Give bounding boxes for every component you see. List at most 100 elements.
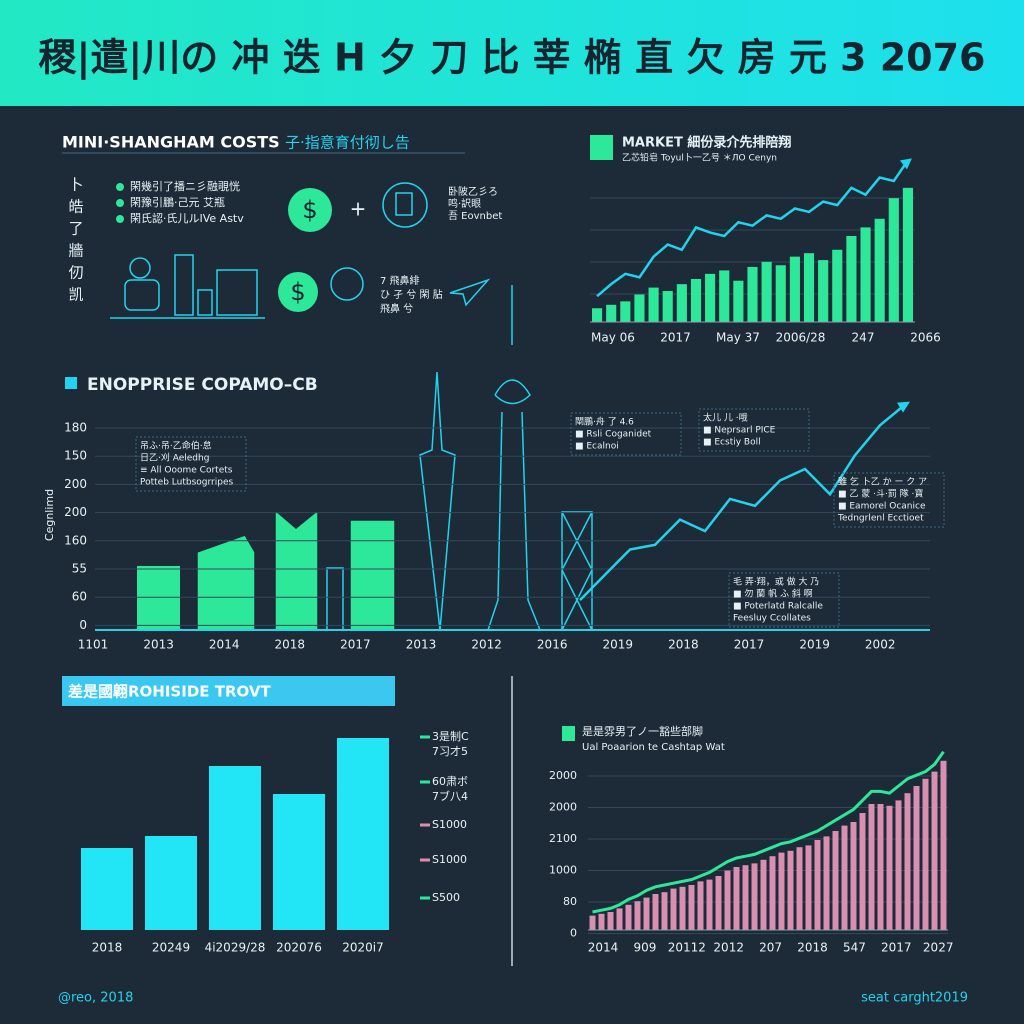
- y-tick-label: 1000: [549, 864, 577, 877]
- annotation-text: 吊ふ·吊·乙命伯·怠: [140, 440, 212, 452]
- bar: [676, 284, 687, 322]
- bar: [733, 867, 740, 930]
- y-tick-label: 55: [72, 562, 87, 576]
- annotation-text: ■ 勿 蘭 帆 ふ 斜 啊: [733, 588, 813, 600]
- legend-label: 7习才5: [432, 744, 468, 758]
- bullet-text: 閑幾引了播ニ彡融覗恍: [130, 179, 240, 193]
- trend-line: [579, 403, 906, 601]
- bar: [634, 294, 645, 322]
- bar: [922, 778, 929, 930]
- footer-text: @reo, 2018: [58, 991, 133, 1006]
- axis-label: Cegnlimd: [43, 489, 56, 541]
- note-text: 吾 Eovnbet: [448, 210, 502, 222]
- dollar-icon: [288, 188, 332, 232]
- bar: [715, 876, 722, 930]
- x-tick-label: 2012: [713, 941, 744, 955]
- legend-swatch: [590, 135, 613, 160]
- annotation-text: 太儿 儿 ·哦: [703, 412, 748, 424]
- bar: [337, 738, 389, 930]
- x-tick-label: 2019: [799, 638, 830, 652]
- bar: [823, 836, 830, 930]
- y-tick-label: 150: [64, 449, 87, 463]
- header-band: [0, 0, 1024, 106]
- bar: [846, 236, 857, 322]
- bar: [832, 831, 839, 930]
- arrow-head: [899, 158, 912, 170]
- bar: [81, 848, 133, 930]
- annotation-text: ■ Ecstiy Boll: [703, 438, 761, 448]
- annotation-text: Feesluy Ccollates: [733, 614, 811, 624]
- x-tick-label: 20249: [152, 941, 190, 955]
- footer-text: seat carght2019: [861, 991, 968, 1006]
- x-tick-label: 2066: [910, 331, 941, 345]
- arrow-head: [897, 401, 910, 413]
- y-tick-label: 2100: [549, 832, 577, 845]
- x-tick-label: 2014: [209, 638, 240, 652]
- x-tick-label: 247: [852, 331, 875, 345]
- x-tick-label: 547: [843, 941, 866, 955]
- y-tick-label: 0: [570, 927, 577, 940]
- side-text: 卜: [68, 176, 83, 194]
- x-tick-label: 2017: [881, 941, 912, 955]
- x-tick-label: 2020i7: [342, 941, 384, 955]
- panel-subtitle: 子·指意育付彻し告: [285, 134, 410, 152]
- x-tick-label: 2027: [923, 941, 954, 955]
- heading-band: [62, 676, 395, 706]
- x-tick-label: 909: [633, 941, 656, 955]
- legend-label: S500: [432, 891, 460, 904]
- bullet: [116, 199, 124, 207]
- annotation-text: ■ Poterlatd Ralcalle: [733, 602, 823, 612]
- annotation-box: [728, 572, 840, 628]
- y-tick-label: 2000: [549, 801, 577, 814]
- bar: [814, 840, 821, 930]
- bullet-text: 閑豫引鵬·己元 艾瓶: [130, 195, 225, 209]
- y-tick-label: 200: [64, 477, 87, 491]
- bar: [706, 879, 713, 930]
- bar: [634, 901, 641, 930]
- y-tick-label: 60: [72, 590, 87, 604]
- x-tick-label: 1101: [78, 638, 109, 652]
- bar: [733, 280, 744, 322]
- bar: [662, 291, 673, 322]
- bullet: [116, 183, 124, 191]
- plus-sign: +: [350, 197, 367, 221]
- side-text: 仞: [68, 264, 83, 282]
- bar: [616, 908, 623, 930]
- annotation-text: 日乙·刈 Aeledhg: [140, 452, 209, 464]
- side-text: 凯: [68, 286, 83, 304]
- bar: [724, 870, 731, 930]
- note-text: 鸣·訳眼: [448, 197, 481, 210]
- bar: [688, 885, 695, 930]
- page-title: 稷|遣|川の 冲 迭 H 夕 刀 比 莘 椭 直 欠 房 元 3 2076: [39, 36, 986, 81]
- legend-label: S1000: [432, 853, 467, 866]
- bar: [913, 786, 920, 930]
- bar: [598, 913, 605, 930]
- bar: [805, 845, 812, 930]
- bar: [592, 308, 603, 322]
- bar: [778, 852, 785, 930]
- note-text: 卧陂乙彡ろ: [448, 185, 498, 198]
- x-tick-label: 2017: [734, 638, 765, 652]
- y-tick-label: 160: [64, 533, 87, 547]
- note-text: ひ 孑 兮 閑 胋: [380, 288, 443, 301]
- annotation-text: Potteb Lutbsogrripes: [140, 478, 233, 488]
- legend-label: S1000: [432, 818, 467, 831]
- bar: [818, 260, 829, 322]
- bar: [620, 301, 631, 322]
- legend-label: 60肃ボ: [432, 775, 468, 788]
- bar: [868, 804, 875, 930]
- bar: [787, 850, 794, 930]
- panel-heading: MARKET 細份录介先排陪翔: [622, 135, 791, 151]
- annotation-text: 雖 乞 卜乙 か ー ク ア: [838, 476, 927, 488]
- bar: [690, 279, 702, 322]
- bar: [747, 266, 758, 322]
- bar: [661, 892, 668, 930]
- x-tick-label: 207: [759, 941, 782, 955]
- bar: [761, 261, 772, 322]
- bar: [832, 249, 843, 322]
- y-tick-label: 2000: [549, 769, 577, 782]
- legend-label: 7ブ八4: [432, 789, 468, 803]
- panel-subtitle: Ual Poaarion te Cashtap Wat: [582, 742, 725, 753]
- bar: [679, 886, 686, 930]
- bar: [760, 859, 767, 930]
